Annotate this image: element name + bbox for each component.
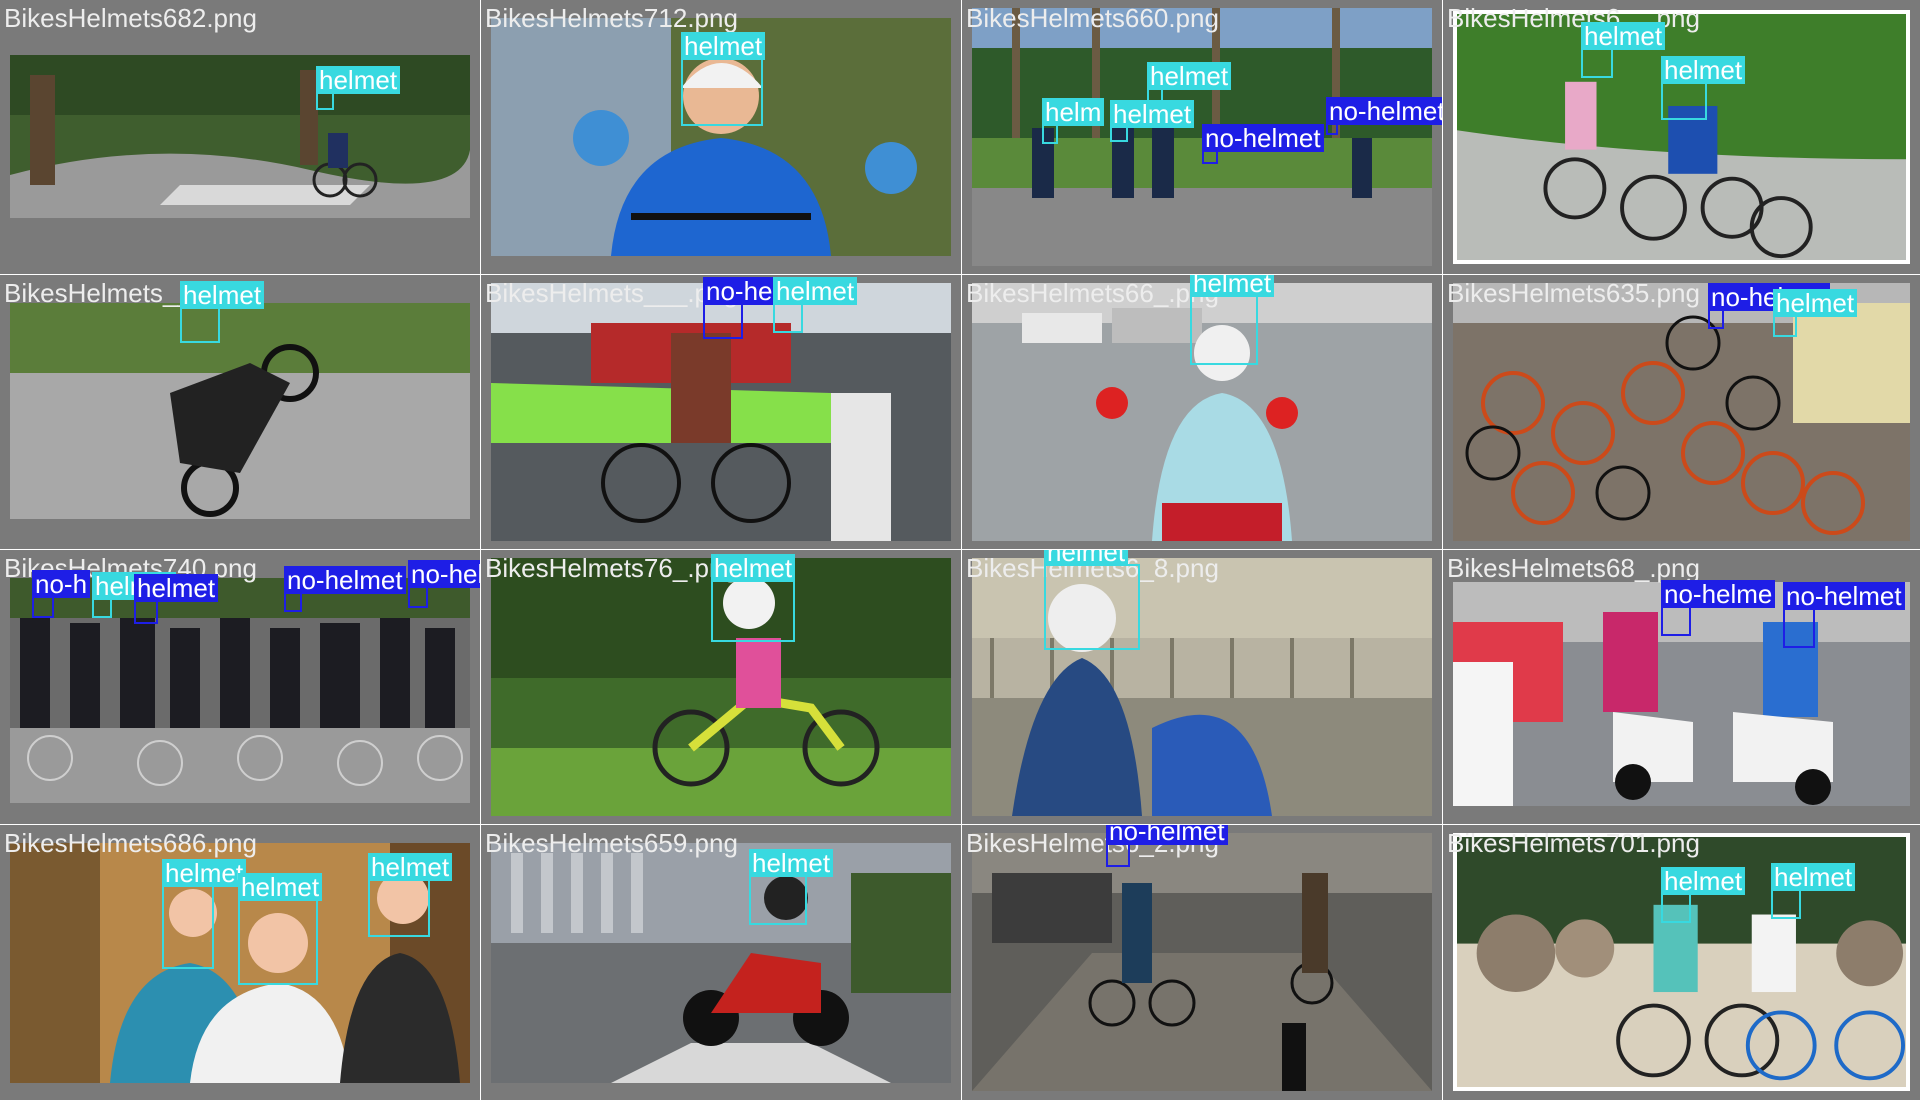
tile-16: BikesHelmets701.png helmet helmet [1443,825,1920,1100]
helmet-box: helmet [1773,289,1858,337]
detection-label: helmet [162,859,247,887]
no-helmet-box: no-helmet [1783,582,1905,648]
helmet-box: helmet [1771,863,1856,919]
photo [972,283,1432,541]
no-helmet-box: no-helmet [1326,97,1442,135]
no-helmet-box: no-helmet [1708,283,1830,329]
detection-label: no-he [703,277,776,305]
detection-label: no-helmet [1106,825,1228,845]
no-helmet-box: no-helmet [408,560,480,608]
helmet-box: helmet [162,859,247,969]
detection-label: helmet [368,853,453,881]
detection-label: helmet [180,281,265,309]
detection-label: helmet [238,873,323,901]
photo [1453,10,1910,264]
image-filename: BikesHelmets635.png [1447,278,1700,308]
detection-label: helmet [1581,22,1666,50]
tile-15: BikesHelmets6_2.png no-helmet [962,825,1442,1100]
helmet-box: helmet [749,849,834,925]
image-filename: BikesHelmets712.png [485,3,738,33]
image-filename: BikesHelmets___.png [485,278,738,308]
helmet-box: helmet [316,66,401,110]
tile-12: BikesHelmets68_.png no-helme no-helmet [1443,550,1920,824]
detection-label: no-h [32,570,91,598]
no-helmet-box: no-helme [1661,580,1776,636]
detection-label: helmet [1661,867,1746,895]
detection-label: helmet [1771,863,1856,891]
no-helmet-box: no-helmet [1106,825,1228,867]
tile-1: BikesHelmets682.png helmet [0,0,480,274]
helmet-box: helmet [238,873,323,985]
image-filename: BikesHelmets660.png [966,3,1219,33]
detection-label: no-helmet [408,560,480,588]
image-filename: BikesHelmets659.png [485,828,738,858]
tile-7: BikesHelmets66_.png helmet [962,275,1442,549]
photo [10,303,470,519]
no-helmet-box: no-he [703,277,776,339]
image-filename: BikesHelmets68_.png [1447,553,1700,583]
helmet-box: helmet [368,853,453,937]
helmet-box: helmet [1661,867,1746,923]
detection-label: no-helmet [1202,124,1324,152]
tile-10: BikesHelmets76_.png helmet [481,550,961,824]
helmet-box: helmet [711,554,796,642]
tile-11: BikesHelmets6_8.png helmet [962,550,1442,824]
detection-label: helmet [749,849,834,877]
no-helmet-box: no-helmet [284,566,406,612]
detection-label: helmet [711,554,796,582]
image-filename: BikesHelmets66_.png [966,278,1219,308]
detection-label: helmet [773,277,858,305]
image-filename: BikesHelmets701.png [1447,828,1700,858]
detection-label: helmet [1773,289,1858,317]
tile-3: BikesHelmets660.png helmet helm helmet n… [962,0,1442,274]
helmet-box: helmet [1581,22,1666,78]
photo [972,558,1432,816]
photo [10,55,470,218]
helmet-box: helmet [1190,275,1275,365]
detection-label: helmet [1190,275,1275,297]
detection-label: no-helme [1661,580,1776,608]
helmet-box: helm [1042,98,1105,144]
no-helmet-box: no-h [32,570,91,618]
photo [1453,582,1910,806]
tile-8: BikesHelmets635.png no-helmet helmet [1443,275,1920,549]
image-filename: BikesHelmets682.png [4,3,257,33]
photo [10,578,470,803]
detection-label: helmet [134,574,219,602]
helmet-box: helmet [1147,62,1232,106]
detection-label: helmet [1661,56,1746,84]
helmet-box: helmet [1044,550,1140,650]
tile-5: BikesHelmets___.png helmet [0,275,480,549]
detection-label: helmet [681,32,766,60]
image-filename: BikesHelmets686.png [4,828,257,858]
detection-label: helmet [1110,100,1195,128]
no-helmet-box: no-helmet [1202,124,1324,164]
helmet-box: helmet [681,32,766,126]
tile-13: BikesHelmets686.png helmet helmet helmet [0,825,480,1100]
detection-label: helm [1042,98,1105,126]
detection-label: helmet [1147,62,1232,90]
tile-2: BikesHelmets712.png helmet [481,0,961,274]
detection-label: helmet [1044,550,1129,566]
detection-label: no-helmet [1326,97,1442,125]
photo [972,833,1432,1091]
helmet-box: helmet [1661,56,1746,120]
helmet-box: helmet [180,281,265,343]
detection-label: helmet [316,66,401,94]
helmet-box: helmet [92,572,177,618]
tile-4: BikesHelmets6__.png helmet helmet [1443,0,1920,274]
photo [1453,283,1910,541]
tile-14: BikesHelmets659.png helmet [481,825,961,1100]
no-helmet-box: helmet [134,574,219,624]
tile-9: BikesHelmets740.png no-h helmet helmet n… [0,550,480,824]
helmet-box: helmet [773,277,858,333]
photo [491,558,951,816]
detection-label: no-helmet [284,566,406,594]
helmet-box: helmet [1110,100,1195,142]
photo [491,843,951,1083]
tile-6: BikesHelmets___.png no-he helmet [481,275,961,549]
image-filename: BikesHelmets76_.png [485,553,738,583]
detection-label: no-helmet [1783,582,1905,610]
